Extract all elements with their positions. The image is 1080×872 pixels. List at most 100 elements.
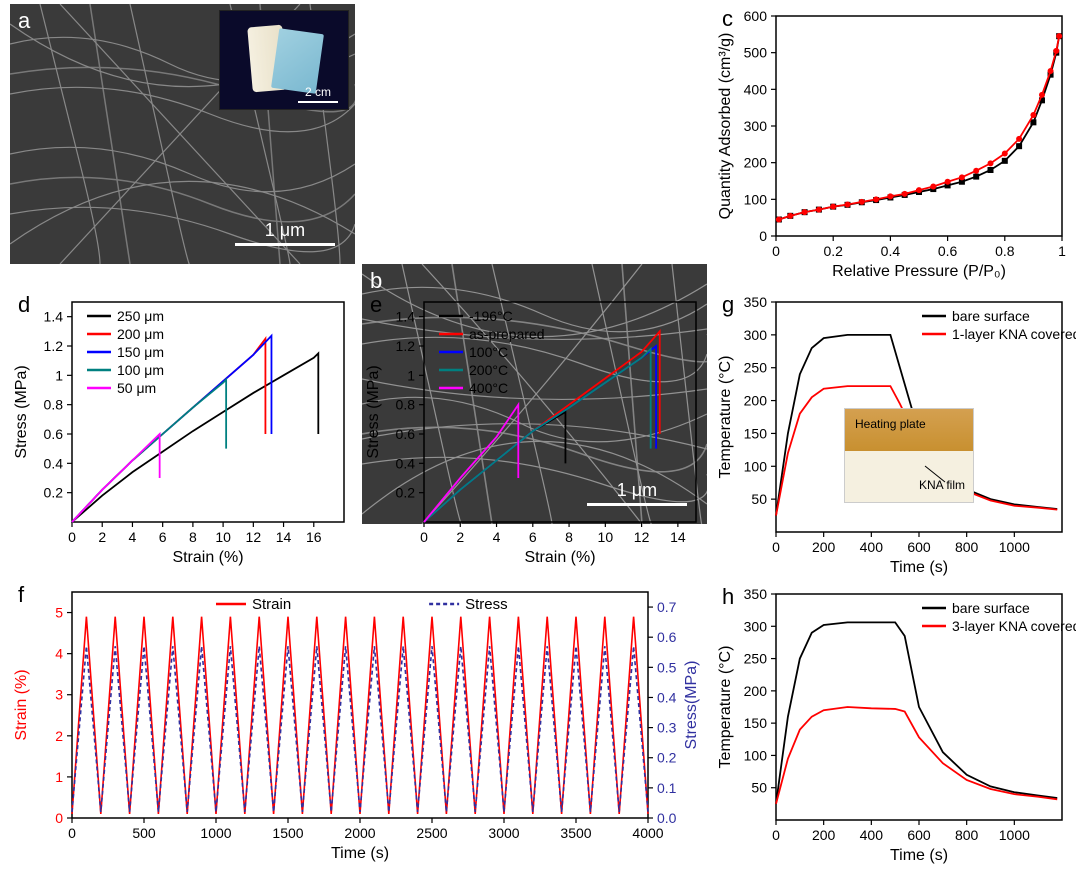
svg-text:4: 4: [55, 646, 63, 662]
svg-text:4: 4: [129, 529, 137, 545]
svg-text:bare surface: bare surface: [952, 600, 1030, 616]
panel-b-label: b: [370, 268, 382, 294]
svg-text:4000: 4000: [632, 825, 663, 841]
svg-text:14: 14: [276, 529, 292, 545]
svg-text:600: 600: [744, 8, 768, 24]
svg-text:2: 2: [55, 728, 63, 744]
svg-text:16: 16: [306, 529, 322, 545]
svg-text:200: 200: [744, 393, 768, 409]
svg-text:0.5: 0.5: [657, 659, 677, 675]
svg-text:50: 50: [751, 780, 767, 796]
svg-text:0: 0: [420, 529, 428, 545]
svg-text:0.7: 0.7: [657, 599, 677, 615]
svg-text:Time (s): Time (s): [890, 559, 948, 576]
svg-text:6: 6: [159, 529, 167, 545]
svg-text:0.8: 0.8: [396, 397, 416, 413]
svg-text:10: 10: [598, 529, 614, 545]
panel-e-chart: e024681012140.20.40.60.811.21.4Strain (%…: [362, 290, 710, 570]
svg-text:3000: 3000: [488, 825, 519, 841]
svg-text:e: e: [370, 292, 382, 317]
svg-text:2000: 2000: [344, 825, 375, 841]
svg-text:1.2: 1.2: [44, 338, 64, 354]
svg-text:0.6: 0.6: [938, 243, 958, 259]
svg-text:0: 0: [68, 825, 76, 841]
panel-a-inset-photo: 2 cm: [219, 10, 349, 110]
svg-text:200 μm: 200 μm: [117, 326, 164, 342]
svg-text:0.1: 0.1: [657, 780, 677, 796]
svg-text:Strain (%): Strain (%): [172, 549, 243, 566]
inset-scalebar-text: 2 cm: [305, 85, 331, 99]
svg-text:Stress: Stress: [465, 596, 508, 613]
svg-text:8: 8: [189, 529, 197, 545]
svg-text:Stress (MPa): Stress (MPa): [13, 365, 30, 458]
svg-text:150: 150: [744, 425, 768, 441]
svg-text:1: 1: [55, 769, 63, 785]
svg-text:0.0: 0.0: [657, 810, 677, 826]
svg-text:50 μm: 50 μm: [117, 380, 156, 396]
svg-text:400: 400: [744, 81, 768, 97]
svg-text:500: 500: [132, 825, 156, 841]
inset-sample-blue: [271, 28, 324, 94]
svg-text:0.6: 0.6: [44, 426, 64, 442]
svg-text:250: 250: [744, 651, 768, 667]
panel-a-sem-image: a 2 cm 1 μm: [10, 4, 355, 264]
svg-text:0: 0: [772, 539, 780, 555]
svg-text:100: 100: [744, 191, 768, 207]
svg-text:2: 2: [456, 529, 464, 545]
svg-text:3500: 3500: [560, 825, 591, 841]
svg-text:1.4: 1.4: [396, 309, 416, 325]
svg-text:0.2: 0.2: [657, 750, 677, 766]
svg-text:6: 6: [529, 529, 537, 545]
svg-text:300: 300: [744, 618, 768, 634]
panel-a-scalebar: 1 μm: [235, 220, 335, 246]
svg-text:100 μm: 100 μm: [117, 362, 164, 378]
svg-text:250: 250: [744, 360, 768, 376]
svg-text:200°C: 200°C: [469, 362, 508, 378]
svg-text:0.8: 0.8: [44, 397, 64, 413]
svg-text:0: 0: [772, 243, 780, 259]
svg-text:200: 200: [812, 539, 836, 555]
svg-text:1500: 1500: [272, 825, 303, 841]
svg-text:12: 12: [246, 529, 262, 545]
svg-text:Quantity Adsorbed (cm³/g): Quantity Adsorbed (cm³/g): [717, 33, 734, 220]
svg-text:600: 600: [907, 539, 931, 555]
svg-text:0: 0: [68, 529, 76, 545]
svg-text:Relative Pressure (P/P₀): Relative Pressure (P/P₀): [832, 263, 1006, 280]
svg-text:300: 300: [744, 327, 768, 343]
svg-text:0.3: 0.3: [657, 720, 677, 736]
svg-text:h: h: [722, 584, 734, 609]
svg-text:400: 400: [860, 827, 884, 843]
svg-text:d: d: [18, 292, 30, 317]
panel-d-chart: d02468101214160.20.40.60.811.21.4Strain …: [10, 290, 358, 570]
svg-text:2500: 2500: [416, 825, 447, 841]
svg-text:3: 3: [55, 687, 63, 703]
svg-text:500: 500: [744, 45, 768, 61]
svg-text:0.2: 0.2: [823, 243, 843, 259]
panel-g-inset-photo: Heating plate KNA film: [844, 408, 974, 503]
svg-text:100: 100: [744, 747, 768, 763]
svg-text:Strain (%): Strain (%): [13, 669, 30, 740]
svg-text:350: 350: [744, 586, 768, 602]
svg-text:0: 0: [55, 810, 63, 826]
svg-text:Time (s): Time (s): [890, 847, 948, 864]
inset-scalebar: 2 cm: [298, 85, 338, 103]
svg-text:1000: 1000: [200, 825, 231, 841]
panel-c-chart: c00.20.40.60.810100200300400500600Relati…: [714, 4, 1076, 284]
svg-text:1: 1: [1058, 243, 1066, 259]
svg-text:600: 600: [907, 827, 931, 843]
svg-text:1: 1: [407, 367, 415, 383]
svg-text:0.4: 0.4: [44, 455, 64, 471]
svg-text:as-prepared: as-prepared: [469, 326, 545, 342]
svg-text:300: 300: [744, 118, 768, 134]
svg-text:2: 2: [98, 529, 106, 545]
svg-text:Strain: Strain: [252, 596, 291, 613]
panel-f-chart: f05001000150020002500300035004000012345T…: [10, 580, 710, 866]
svg-text:f: f: [18, 582, 25, 607]
svg-text:0.8: 0.8: [995, 243, 1015, 259]
svg-text:0.2: 0.2: [44, 485, 64, 501]
svg-text:14: 14: [670, 529, 686, 545]
svg-text:Temperature (°C): Temperature (°C): [717, 356, 734, 479]
svg-text:8: 8: [565, 529, 573, 545]
svg-text:0.6: 0.6: [657, 629, 677, 645]
svg-text:150: 150: [744, 715, 768, 731]
